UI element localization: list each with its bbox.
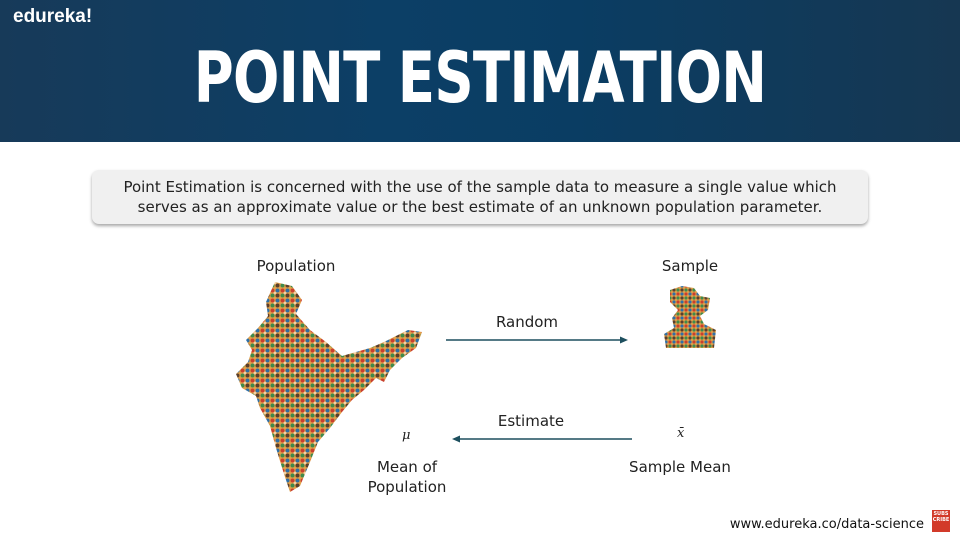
header-banner: edureka! POINT ESTIMATION bbox=[0, 0, 960, 142]
random-label: Random bbox=[495, 313, 559, 331]
xbar-symbol: x̄ bbox=[677, 426, 685, 441]
india-map-shape bbox=[236, 282, 422, 492]
mu-symbol: μ bbox=[402, 428, 411, 443]
population-map-figure bbox=[236, 282, 422, 492]
mean-of-line: Mean of bbox=[376, 458, 438, 476]
subscribe-badge[interactable]: SUBS CRIBE bbox=[932, 510, 950, 532]
mean-of-population-label: Mean of Population bbox=[357, 457, 457, 497]
estimate-arrowhead bbox=[452, 435, 460, 443]
sample-label: Sample bbox=[661, 257, 719, 275]
sample-mean-label: Sample Mean bbox=[629, 458, 731, 476]
population-line: Population bbox=[367, 478, 447, 496]
page-title: POINT ESTIMATION bbox=[193, 37, 767, 119]
estimate-label: Estimate bbox=[497, 412, 565, 430]
random-arrowhead bbox=[620, 336, 628, 344]
edureka-logo: edureka! bbox=[13, 6, 93, 27]
population-label: Population bbox=[256, 257, 336, 275]
footer-url[interactable]: www.edureka.co/data-science bbox=[729, 517, 924, 532]
sample-map-figure bbox=[664, 286, 716, 348]
sample-shape bbox=[664, 286, 716, 348]
definition-box: Point Estimation is concerned with the u… bbox=[92, 170, 868, 224]
